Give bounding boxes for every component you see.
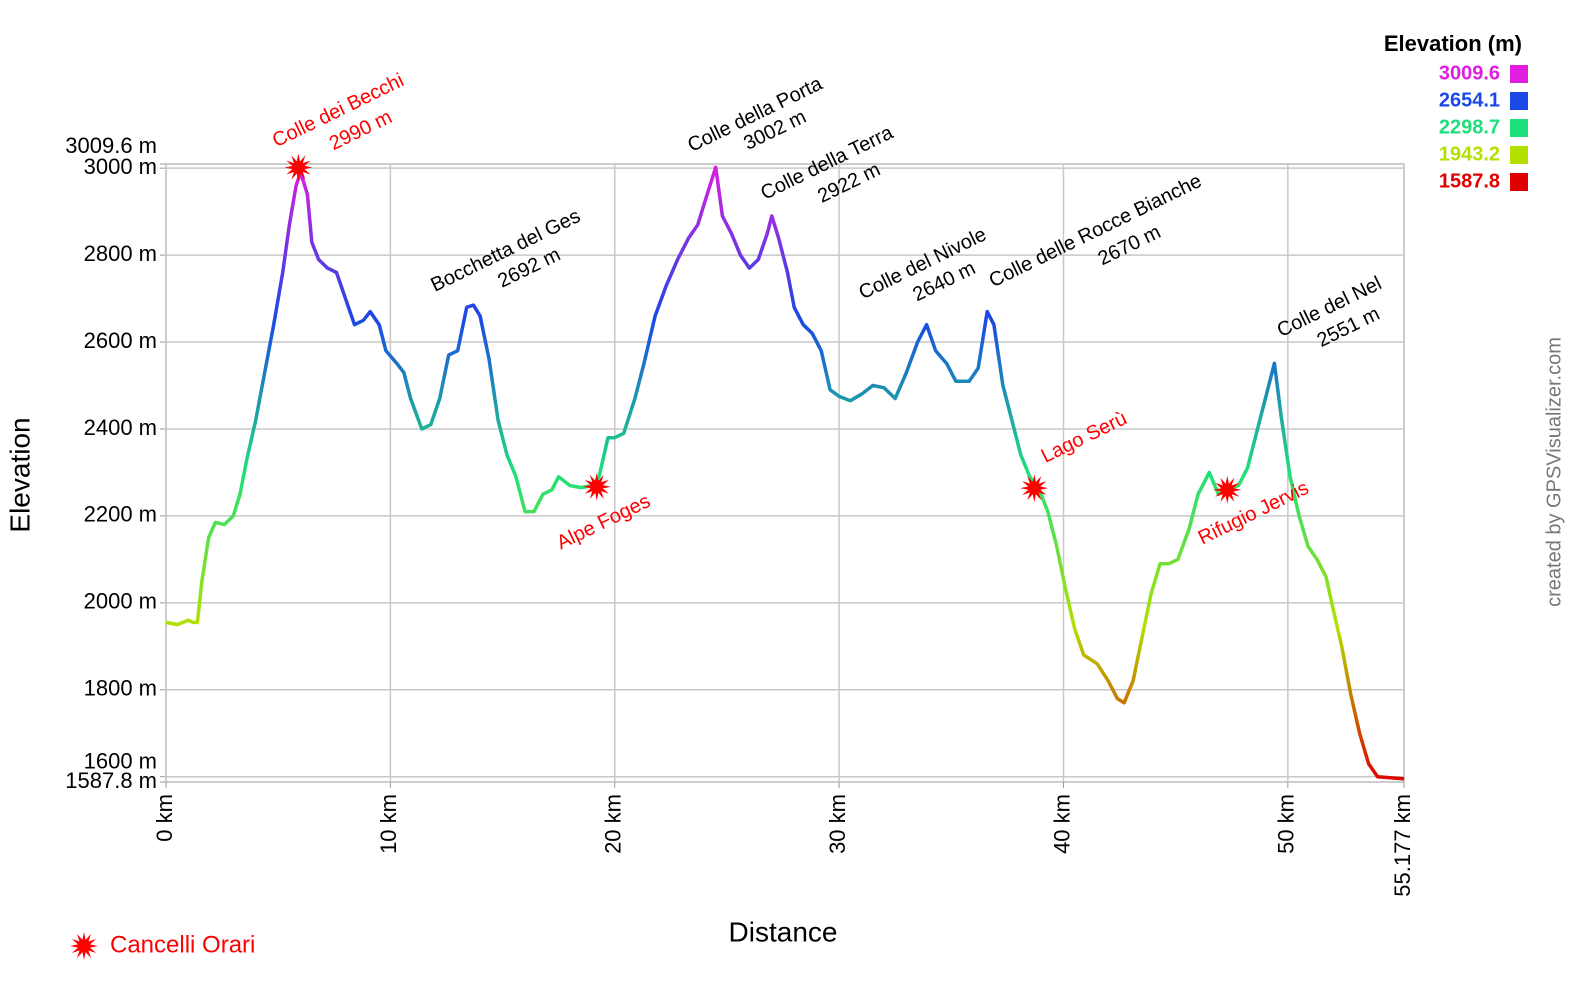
peak-marker [284,153,313,182]
legend-value: 2298.7 [1439,116,1500,138]
marker-legend-label: Cancelli Orari [110,931,255,958]
legend-value: 3009.6 [1439,62,1500,84]
x-tick-label: 20 km [601,794,626,854]
y-tick-label: 2600 m [84,328,157,353]
elevation-profile [165,165,1405,781]
x-tick-label: 0 km [152,794,177,842]
y-tick-label: 3000 m [84,154,157,179]
y-tick-label: 1800 m [84,676,157,701]
y-tick-label: 1587.8 m [65,768,157,793]
x-tick-label: 10 km [376,794,401,854]
y-tick-label: 2800 m [84,241,157,266]
credit: created by GPSVisualizer.com [1543,337,1565,607]
x-tick-label: 30 km [825,794,850,854]
x-axis-title: Distance [729,916,838,947]
y-tick-label: 2400 m [84,415,157,440]
legend-swatch [1510,173,1528,191]
y-tick-label: 3009.6 m [65,133,157,158]
y-tick-label: 1600 m [84,749,157,774]
legend-value: 1943.2 [1439,143,1500,165]
checkpoint-marker [1213,475,1242,504]
y-tick-label: 2200 m [84,502,157,527]
y-axis-title: Elevation [4,417,35,532]
legend-swatch [1510,146,1528,164]
legend-value: 2654.1 [1439,89,1500,111]
legend-swatch [1510,119,1528,137]
legend-title: Elevation (m) [1384,31,1522,56]
checkpoint-marker [582,472,611,501]
x-tick-label: 40 km [1049,794,1074,854]
legend-value: 1587.8 [1439,170,1500,192]
legend-swatch [1510,65,1528,83]
checkpoint-marker [1020,474,1049,503]
x-tick-label: 55.177 km [1390,794,1415,897]
marker-legend-star [70,932,98,960]
legend-swatch [1510,92,1528,110]
x-tick-label: 50 km [1274,794,1299,854]
y-tick-label: 2000 m [84,589,157,614]
